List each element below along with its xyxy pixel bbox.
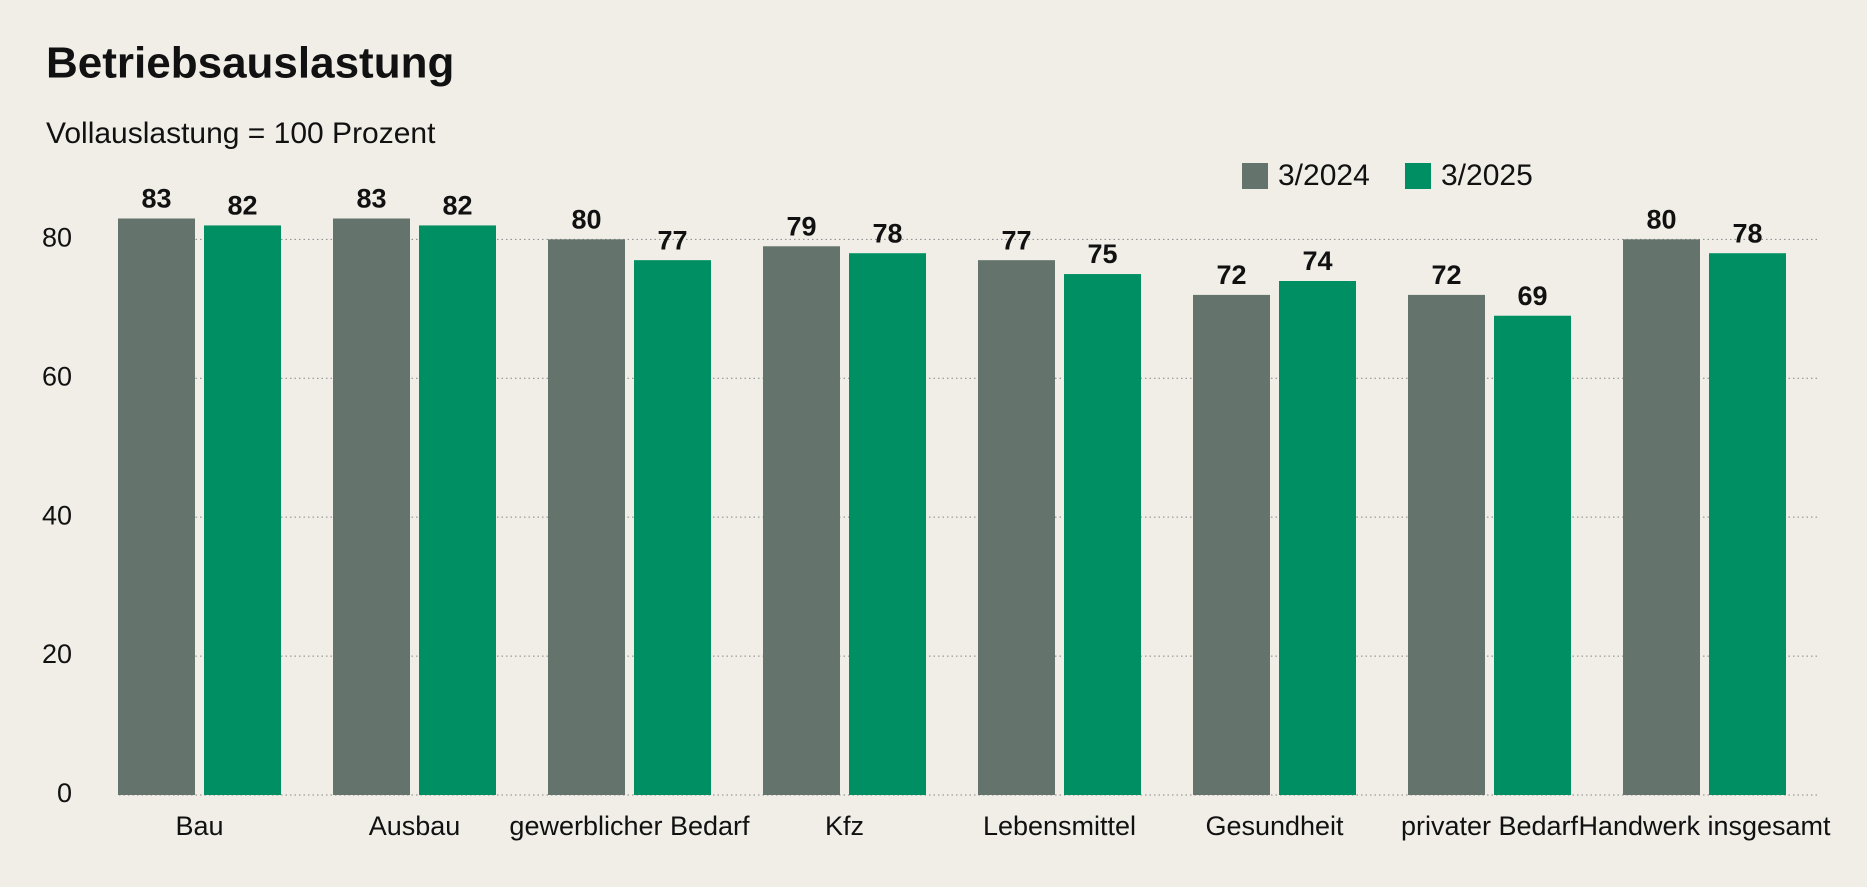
value-label: 83: [141, 184, 171, 214]
value-label: 79: [786, 211, 816, 241]
legend-swatch: [1242, 163, 1268, 189]
value-label: 82: [442, 191, 472, 221]
value-label: 80: [1646, 204, 1676, 234]
bar: [548, 239, 625, 795]
chart-title: Betriebsauslastung: [46, 39, 454, 88]
bar: [849, 253, 926, 795]
bar: [1279, 281, 1356, 795]
value-label: 69: [1517, 281, 1547, 311]
y-tick-label: 80: [42, 222, 72, 252]
x-tick-label: Kfz: [825, 811, 864, 841]
y-tick-label: 20: [42, 639, 72, 669]
value-label: 75: [1087, 239, 1117, 269]
bar: [1709, 253, 1786, 795]
x-tick-label: Gesundheit: [1205, 811, 1344, 841]
bar: [1193, 294, 1270, 795]
bar: [204, 225, 281, 796]
bar: [1408, 294, 1485, 795]
y-tick-label: 60: [42, 361, 72, 391]
bar: [419, 225, 496, 796]
legend-label: 3/2024: [1278, 159, 1370, 192]
value-label: 80: [571, 204, 601, 234]
bar: [978, 260, 1055, 795]
bar: [763, 246, 840, 796]
value-label: 77: [657, 225, 687, 255]
value-label: 77: [1001, 225, 1031, 255]
value-label: 78: [1732, 218, 1762, 248]
bar: [1494, 315, 1571, 795]
chart-subtitle: Vollauslastung = 100 Prozent: [46, 117, 436, 150]
x-tick-label: Ausbau: [369, 811, 461, 841]
value-label: 72: [1431, 260, 1461, 290]
value-label: 78: [872, 218, 902, 248]
x-tick-label: gewerblicher Bedarf: [509, 811, 750, 841]
legend-swatch: [1405, 163, 1431, 189]
y-tick-label: 0: [57, 778, 72, 808]
value-label: 82: [227, 191, 257, 221]
x-tick-label: privater Bedarf: [1401, 811, 1579, 841]
x-tick-label: Lebensmittel: [983, 811, 1136, 841]
value-label: 83: [356, 184, 386, 214]
y-tick-label: 40: [42, 500, 72, 530]
x-tick-label: Handwerk insgesamt: [1578, 811, 1831, 841]
bar: [118, 218, 195, 795]
bar: [634, 260, 711, 795]
x-tick-label: Bau: [175, 811, 223, 841]
bar: [1623, 239, 1700, 795]
bar: [1064, 274, 1141, 795]
value-label: 72: [1216, 260, 1246, 290]
legend-label: 3/2025: [1441, 159, 1533, 192]
bar: [333, 218, 410, 795]
value-label: 74: [1302, 246, 1332, 276]
